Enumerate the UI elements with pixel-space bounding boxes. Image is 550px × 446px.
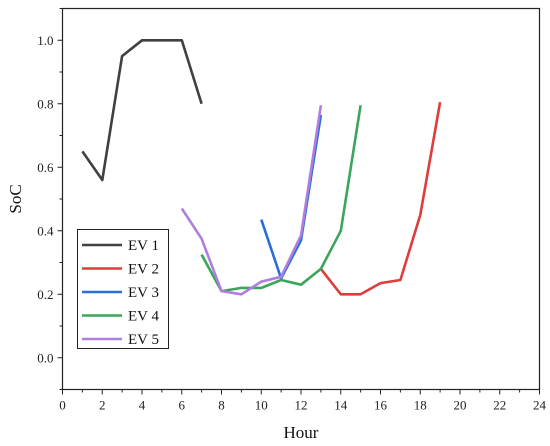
- legend-label-ev-5: EV 5: [128, 332, 159, 348]
- x-tick-label: 8: [218, 398, 225, 413]
- x-tick-label: 22: [493, 398, 506, 413]
- legend-label-ev-4: EV 4: [128, 309, 159, 325]
- x-tick-label: 6: [179, 398, 186, 413]
- x-tick-label: 2: [99, 398, 106, 413]
- x-tick-label: 18: [414, 398, 427, 413]
- legend-label-ev-1: EV 1: [128, 238, 159, 254]
- x-tick-label: 10: [255, 398, 268, 413]
- x-tick-label: 16: [374, 398, 388, 413]
- y-tick-label: 0.4: [37, 223, 54, 238]
- y-tick-label: 1.0: [37, 33, 53, 48]
- legend-label-ev-2: EV 2: [128, 262, 159, 278]
- ticks-layer: 0 2 4 6 8 10 12 14 16 18 20 22 240.00.20.40.60.81.0: [37, 8, 547, 413]
- y-tick-label: 0.6: [37, 160, 54, 175]
- y-tick-label: 0.2: [37, 287, 53, 302]
- y-tick-label: 0.0: [37, 350, 53, 365]
- series-layer: [81, 38, 442, 296]
- series-line-ev-4: [200, 105, 362, 293]
- y-tick-label: 0.8: [37, 96, 53, 111]
- legend-box: [77, 229, 169, 349]
- y-axis-title: SoC: [6, 184, 25, 213]
- x-axis-title: Hour: [284, 423, 319, 442]
- x-tick-label: 0: [59, 398, 66, 413]
- series-line-ev-5: [180, 105, 323, 296]
- x-tick-label: 12: [295, 398, 308, 413]
- x-tick-label: 14: [334, 398, 348, 413]
- legend-label-ev-3: EV 3: [128, 285, 159, 301]
- x-tick-label: 24: [533, 398, 547, 413]
- x-tick-label: 20: [454, 398, 467, 413]
- x-tick-label: 4: [139, 398, 146, 413]
- series-line-ev-1: [81, 38, 203, 182]
- series-line-ev-2: [319, 101, 442, 296]
- legend: EV 1 EV 2 EV 3 EV 4 EV 5: [77, 229, 169, 349]
